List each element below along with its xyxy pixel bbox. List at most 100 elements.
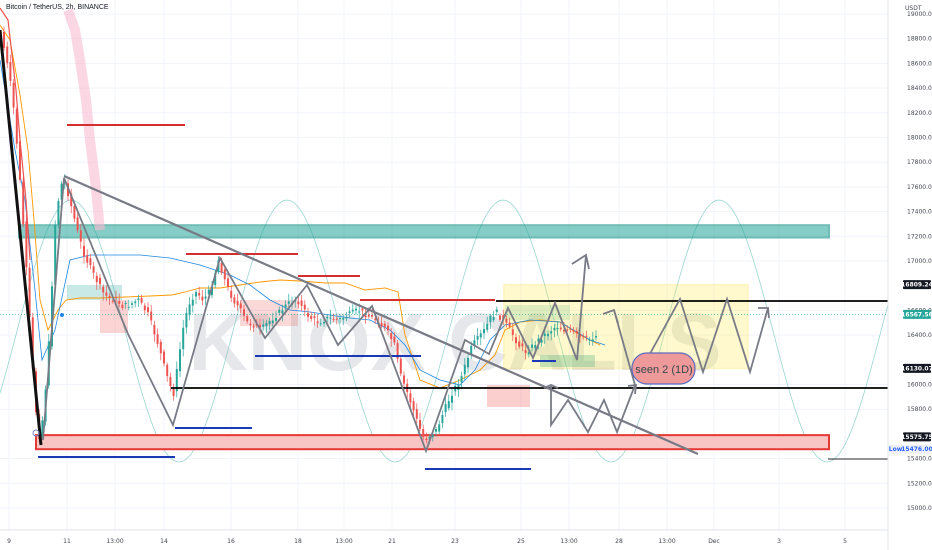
time-tick-label: 3 [777, 538, 781, 545]
candle [399, 354, 402, 377]
candle-body [233, 297, 236, 304]
plot-area: KNOX CALLS seen 2 (1D) [0, 7, 888, 470]
candle [230, 285, 233, 303]
faded-band [63, 8, 105, 231]
candle [492, 311, 495, 323]
candle [156, 328, 159, 348]
price-tick-label: 19000.00 [907, 11, 932, 18]
candle [182, 319, 185, 357]
price-tick-label: 16400.00 [907, 332, 932, 339]
candle-body [140, 297, 143, 303]
candle-body [195, 292, 197, 297]
candle [175, 361, 178, 398]
candle-body [444, 404, 447, 413]
candle-body [499, 315, 501, 320]
candle [15, 106, 18, 149]
candle [460, 371, 463, 390]
candle-body [51, 286, 53, 347]
candle [591, 331, 594, 346]
candle [467, 353, 469, 374]
candle-body [332, 319, 335, 321]
candle [444, 397, 447, 417]
candle-body [358, 311, 361, 313]
candle [236, 293, 239, 311]
trendline-descending[interactable] [63, 174, 699, 456]
candle [108, 293, 111, 305]
candle-body [489, 315, 492, 323]
candle-body [383, 323, 386, 327]
candle-body [239, 303, 242, 309]
candle [390, 328, 393, 347]
zigzag-pattern[interactable] [42, 177, 587, 454]
price-badge[interactable]: 15476.00 [901, 444, 932, 454]
candle [268, 317, 271, 330]
candle [313, 312, 316, 326]
indicator-lines [0, 7, 606, 389]
time-tick-label: 23 [451, 538, 459, 545]
candle [348, 306, 351, 318]
candle [153, 320, 156, 342]
candle-body [345, 317, 348, 319]
candle-body [121, 304, 124, 308]
candle-body [83, 245, 85, 257]
candle-body [115, 297, 117, 298]
candle-body [486, 323, 489, 330]
candle [233, 294, 236, 308]
price-badge[interactable]: 16567.56 [901, 309, 932, 319]
candle [505, 315, 508, 328]
candle [262, 319, 265, 331]
price-badge-text: 15476.00 [901, 446, 932, 453]
time-tick-label: 16 [227, 538, 235, 545]
candle-body [531, 344, 533, 348]
candle [105, 285, 108, 302]
candle [297, 296, 300, 309]
price-tick-label: 17800.00 [907, 159, 932, 166]
candle-body [588, 339, 591, 341]
projection-label[interactable]: seen 2 (1D) [631, 352, 696, 385]
candle-body [313, 316, 316, 318]
candle [572, 327, 575, 335]
candle-body [31, 317, 34, 369]
candle [515, 333, 517, 351]
candle [451, 389, 453, 411]
candle-body [582, 335, 585, 337]
candle [329, 309, 332, 325]
candle [284, 300, 287, 312]
low-label[interactable]: Low [888, 444, 903, 454]
price-badge[interactable]: 16130.07 [901, 363, 932, 373]
candle-body [188, 304, 191, 316]
resistance-zone[interactable] [18, 224, 830, 239]
candle [486, 316, 489, 333]
candle [415, 403, 418, 424]
candle [134, 299, 137, 308]
candle-body [207, 289, 210, 295]
trendline-black[interactable] [0, 29, 43, 446]
candle [70, 188, 73, 214]
price-badge[interactable]: 16809.24 [901, 280, 932, 290]
candle [364, 308, 367, 324]
projected-path-a[interactable] [550, 308, 636, 435]
candle-body [566, 329, 569, 331]
candle [92, 261, 95, 279]
price-badge-bg [903, 363, 931, 373]
candle-body [111, 300, 114, 302]
candle-body [511, 329, 514, 335]
candle-body [335, 318, 338, 320]
candle [582, 333, 585, 340]
projected-path-b[interactable] [639, 296, 769, 376]
price-badge[interactable]: 15575.75 [901, 432, 932, 442]
candle [163, 349, 165, 367]
candle [508, 317, 511, 329]
candle-body [323, 322, 325, 324]
candle-body [431, 434, 434, 438]
candle [115, 290, 117, 304]
candle [89, 254, 92, 270]
candle-body [559, 327, 562, 330]
candle [550, 325, 553, 341]
candle [588, 336, 591, 346]
candle-body [556, 328, 559, 330]
candle-body [287, 301, 290, 304]
candle [19, 135, 21, 183]
candle-body [524, 350, 527, 353]
